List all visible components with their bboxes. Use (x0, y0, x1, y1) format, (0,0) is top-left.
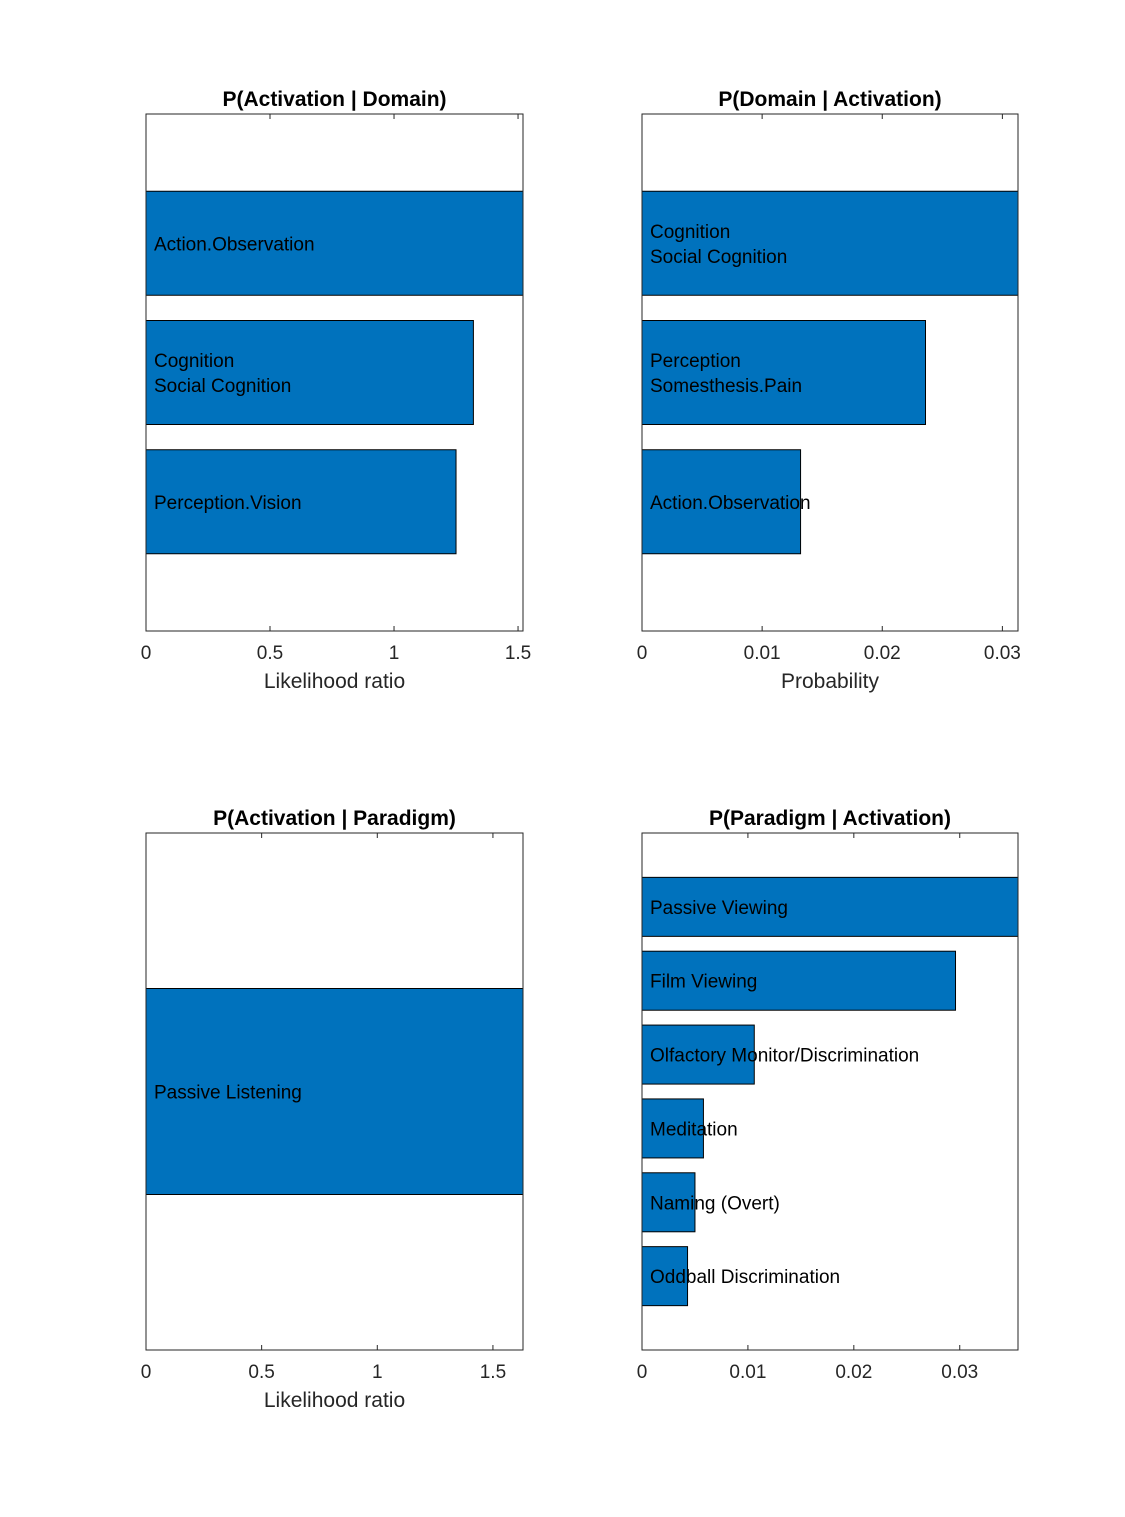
chart-panel-2: Cognition Social Cognition Perception Somes… (637, 88, 1021, 693)
x-tick-label: 0 (637, 643, 648, 664)
x-axis-label: Likelihood ratio (264, 1389, 405, 1412)
axes-box (641, 113, 1019, 632)
x-tick-label: 0.5 (257, 643, 283, 664)
axes-box (641, 832, 1019, 1351)
x-tick-label: 1 (372, 1362, 383, 1383)
bar (641, 1172, 696, 1233)
bar-label: Action.Observation (154, 234, 315, 255)
x-tick-label: 0.5 (248, 1362, 274, 1383)
axes-box (145, 113, 524, 632)
chart-title: P(Activation | Paradigm) (213, 807, 456, 830)
x-axis-label: Probability (781, 670, 880, 693)
bar-label: Action.Observation (650, 493, 811, 514)
bar-label: Oddball Discrimination (650, 1267, 840, 1288)
chart-panel-3: Passive Listening 0 0.5 1 1.5 P(Activation | … (141, 807, 524, 1412)
chart-title: P(Paradigm | Activation) (709, 807, 951, 830)
x-tick-label: 0.02 (864, 643, 901, 664)
x-axis-label: Likelihood ratio (264, 670, 405, 693)
bar-label: Passive Viewing (650, 898, 788, 919)
bar (641, 1024, 755, 1085)
chart-panel-4: Passive Viewing Film Viewing Olfactory Mon… (637, 807, 1019, 1383)
chart-title: P(Activation | Domain) (222, 88, 446, 111)
chart-title: P(Domain | Activation) (718, 88, 941, 111)
bar (641, 320, 927, 425)
bar (145, 320, 474, 425)
axes-box (145, 832, 524, 1351)
bar (641, 190, 1019, 296)
bar-label: Perception.Vision (154, 493, 302, 514)
bar (641, 449, 802, 555)
bar (641, 1098, 704, 1159)
x-tick-label: 0.03 (984, 643, 1021, 664)
bar-label: Cognition Social Cognition (650, 222, 787, 268)
bar (641, 1246, 689, 1307)
bar-label: Passive Listening (154, 1083, 302, 1104)
x-tick-label: 0 (141, 643, 152, 664)
x-tick-label: 1.5 (480, 1362, 506, 1383)
bar-label: Perception Somesthesis.Pain (650, 351, 802, 397)
x-tick-label: 0.02 (835, 1362, 872, 1383)
x-tick-label: 1.5 (505, 643, 531, 664)
x-tick-label: 0 (637, 1362, 648, 1383)
bar-label: Meditation (650, 1119, 738, 1140)
x-tick-label: 0.03 (941, 1362, 978, 1383)
bar (145, 190, 524, 296)
x-tick-label: 1 (389, 643, 400, 664)
chart-panel-1: Action.Observation Cognition Social Cognit… (141, 88, 532, 693)
bar (641, 876, 1019, 937)
bar (145, 449, 457, 555)
bar-label: Naming (Overt) (650, 1193, 780, 1214)
x-tick-label: 0 (141, 1362, 152, 1383)
bar-label: Film Viewing (650, 972, 757, 993)
bar (641, 950, 957, 1011)
bar-label: Cognition Social Cognition (154, 351, 291, 397)
x-tick-label: 0.01 (729, 1362, 766, 1383)
bar-label: Olfactory Monitor/Discrimination (650, 1046, 919, 1067)
x-tick-label: 0.01 (744, 643, 781, 664)
